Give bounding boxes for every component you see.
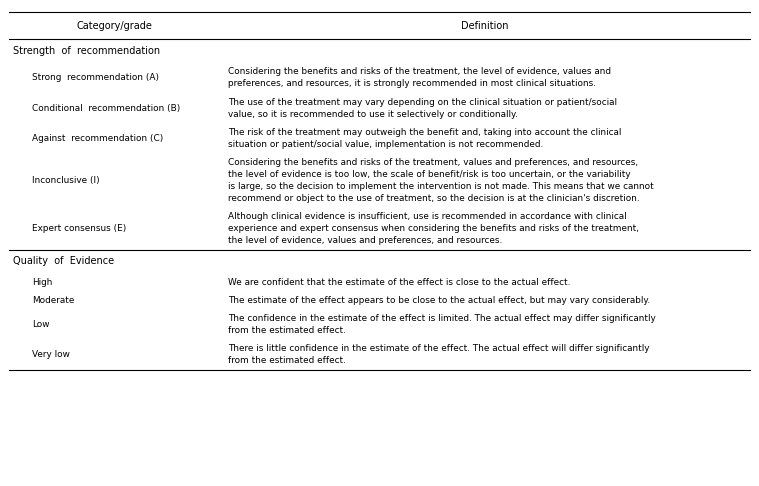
Text: There is little confidence in the estimate of the effect. The actual effect will: There is little confidence in the estima… (228, 345, 649, 353)
Text: The use of the treatment may vary depending on the clinical situation or patient: The use of the treatment may vary depend… (228, 98, 617, 106)
Text: the level of evidence is too low, the scale of benefit/risk is too uncertain, or: the level of evidence is too low, the sc… (228, 170, 631, 179)
Text: preferences, and resources, it is strongly recommended in most clinical situatio: preferences, and resources, it is strong… (228, 79, 596, 88)
Text: Strength  of  recommendation: Strength of recommendation (13, 46, 160, 56)
Text: Considering the benefits and risks of the treatment, values and preferences, and: Considering the benefits and risks of th… (228, 158, 638, 167)
Text: Inconclusive (I): Inconclusive (I) (32, 176, 99, 185)
Text: Expert consensus (E): Expert consensus (E) (32, 224, 126, 233)
Text: is large, so the decision to implement the intervention is not made. This means : is large, so the decision to implement t… (228, 182, 653, 191)
Text: the level of evidence, values and preferences, and resources.: the level of evidence, values and prefer… (228, 236, 502, 245)
Text: Very low: Very low (32, 350, 70, 360)
Text: experience and expert consensus when considering the benefits and risks of the t: experience and expert consensus when con… (228, 224, 639, 233)
Text: Although clinical evidence is insufficient, use is recommended in accordance wit: Although clinical evidence is insufficie… (228, 212, 626, 221)
Text: Against  recommendation (C): Against recommendation (C) (32, 134, 163, 143)
Text: Low: Low (32, 320, 49, 329)
Text: Considering the benefits and risks of the treatment, the level of evidence, valu: Considering the benefits and risks of th… (228, 68, 611, 76)
Text: recommend or object to the use of treatment, so the decision is at the clinician: recommend or object to the use of treatm… (228, 194, 639, 203)
Text: situation or patient/social value, implementation is not recommended.: situation or patient/social value, imple… (228, 140, 543, 149)
Text: Definition: Definition (461, 21, 509, 31)
Text: Conditional  recommendation (B): Conditional recommendation (B) (32, 104, 180, 113)
Text: The confidence in the estimate of the effect is limited. The actual effect may d: The confidence in the estimate of the ef… (228, 314, 656, 323)
Text: Quality  of  Evidence: Quality of Evidence (13, 257, 114, 266)
Text: Moderate: Moderate (32, 296, 74, 305)
Text: We are confident that the estimate of the effect is close to the actual effect.: We are confident that the estimate of th… (228, 278, 570, 287)
Text: value, so it is recommended to use it selectively or conditionally.: value, so it is recommended to use it se… (228, 109, 518, 119)
Text: High: High (32, 278, 52, 287)
Text: from the estimated effect.: from the estimated effect. (228, 356, 345, 365)
Text: from the estimated effect.: from the estimated effect. (228, 326, 345, 335)
Text: Category/grade: Category/grade (77, 21, 153, 31)
Text: The estimate of the effect appears to be close to the actual effect, but may var: The estimate of the effect appears to be… (228, 296, 650, 305)
Text: The risk of the treatment may outweigh the benefit and, taking into account the : The risk of the treatment may outweigh t… (228, 128, 621, 137)
Text: Strong  recommendation (A): Strong recommendation (A) (32, 73, 159, 82)
